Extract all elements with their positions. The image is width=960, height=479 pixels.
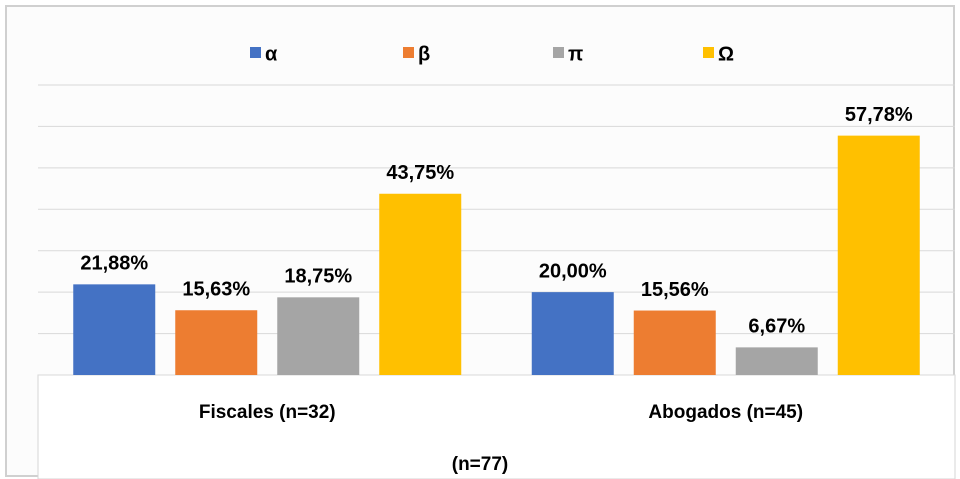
legend-swatch <box>553 47 564 58</box>
legend-label: π <box>568 43 583 65</box>
value-label: 43,75% <box>386 162 454 184</box>
bar <box>175 310 257 375</box>
bar <box>532 292 614 375</box>
chart: (n=77) α β π Ω Fiscales (n=32) 21,88% 15,63% 18… <box>0 0 960 479</box>
bar <box>838 136 920 375</box>
value-label: 15,56% <box>641 279 709 301</box>
value-label: 6,67% <box>748 316 805 338</box>
value-label: 21,88% <box>80 253 148 275</box>
legend-swatch <box>250 47 261 58</box>
legend-swatch <box>703 47 714 58</box>
value-label: 20,00% <box>539 260 607 282</box>
bar <box>634 311 716 375</box>
bar <box>379 194 461 375</box>
bar <box>736 347 818 375</box>
legend-swatch <box>403 47 414 58</box>
page: (n=77) α β π Ω Fiscales (n=32) 21,88% 15,63% 18… <box>0 0 960 479</box>
x-tick-label: Fiscales (n=32) <box>199 402 336 423</box>
legend-label: Ω <box>718 43 734 65</box>
value-label: 15,63% <box>182 279 250 301</box>
legend-label: α <box>265 43 278 65</box>
value-label: 18,75% <box>284 266 352 288</box>
x-tick-label: Abogados (n=45) <box>648 402 803 423</box>
x-axis-title: (n=77) <box>452 454 509 475</box>
bar <box>73 284 155 375</box>
bar <box>277 297 359 375</box>
legend-label: β <box>418 43 430 65</box>
value-label: 57,78% <box>845 104 913 126</box>
